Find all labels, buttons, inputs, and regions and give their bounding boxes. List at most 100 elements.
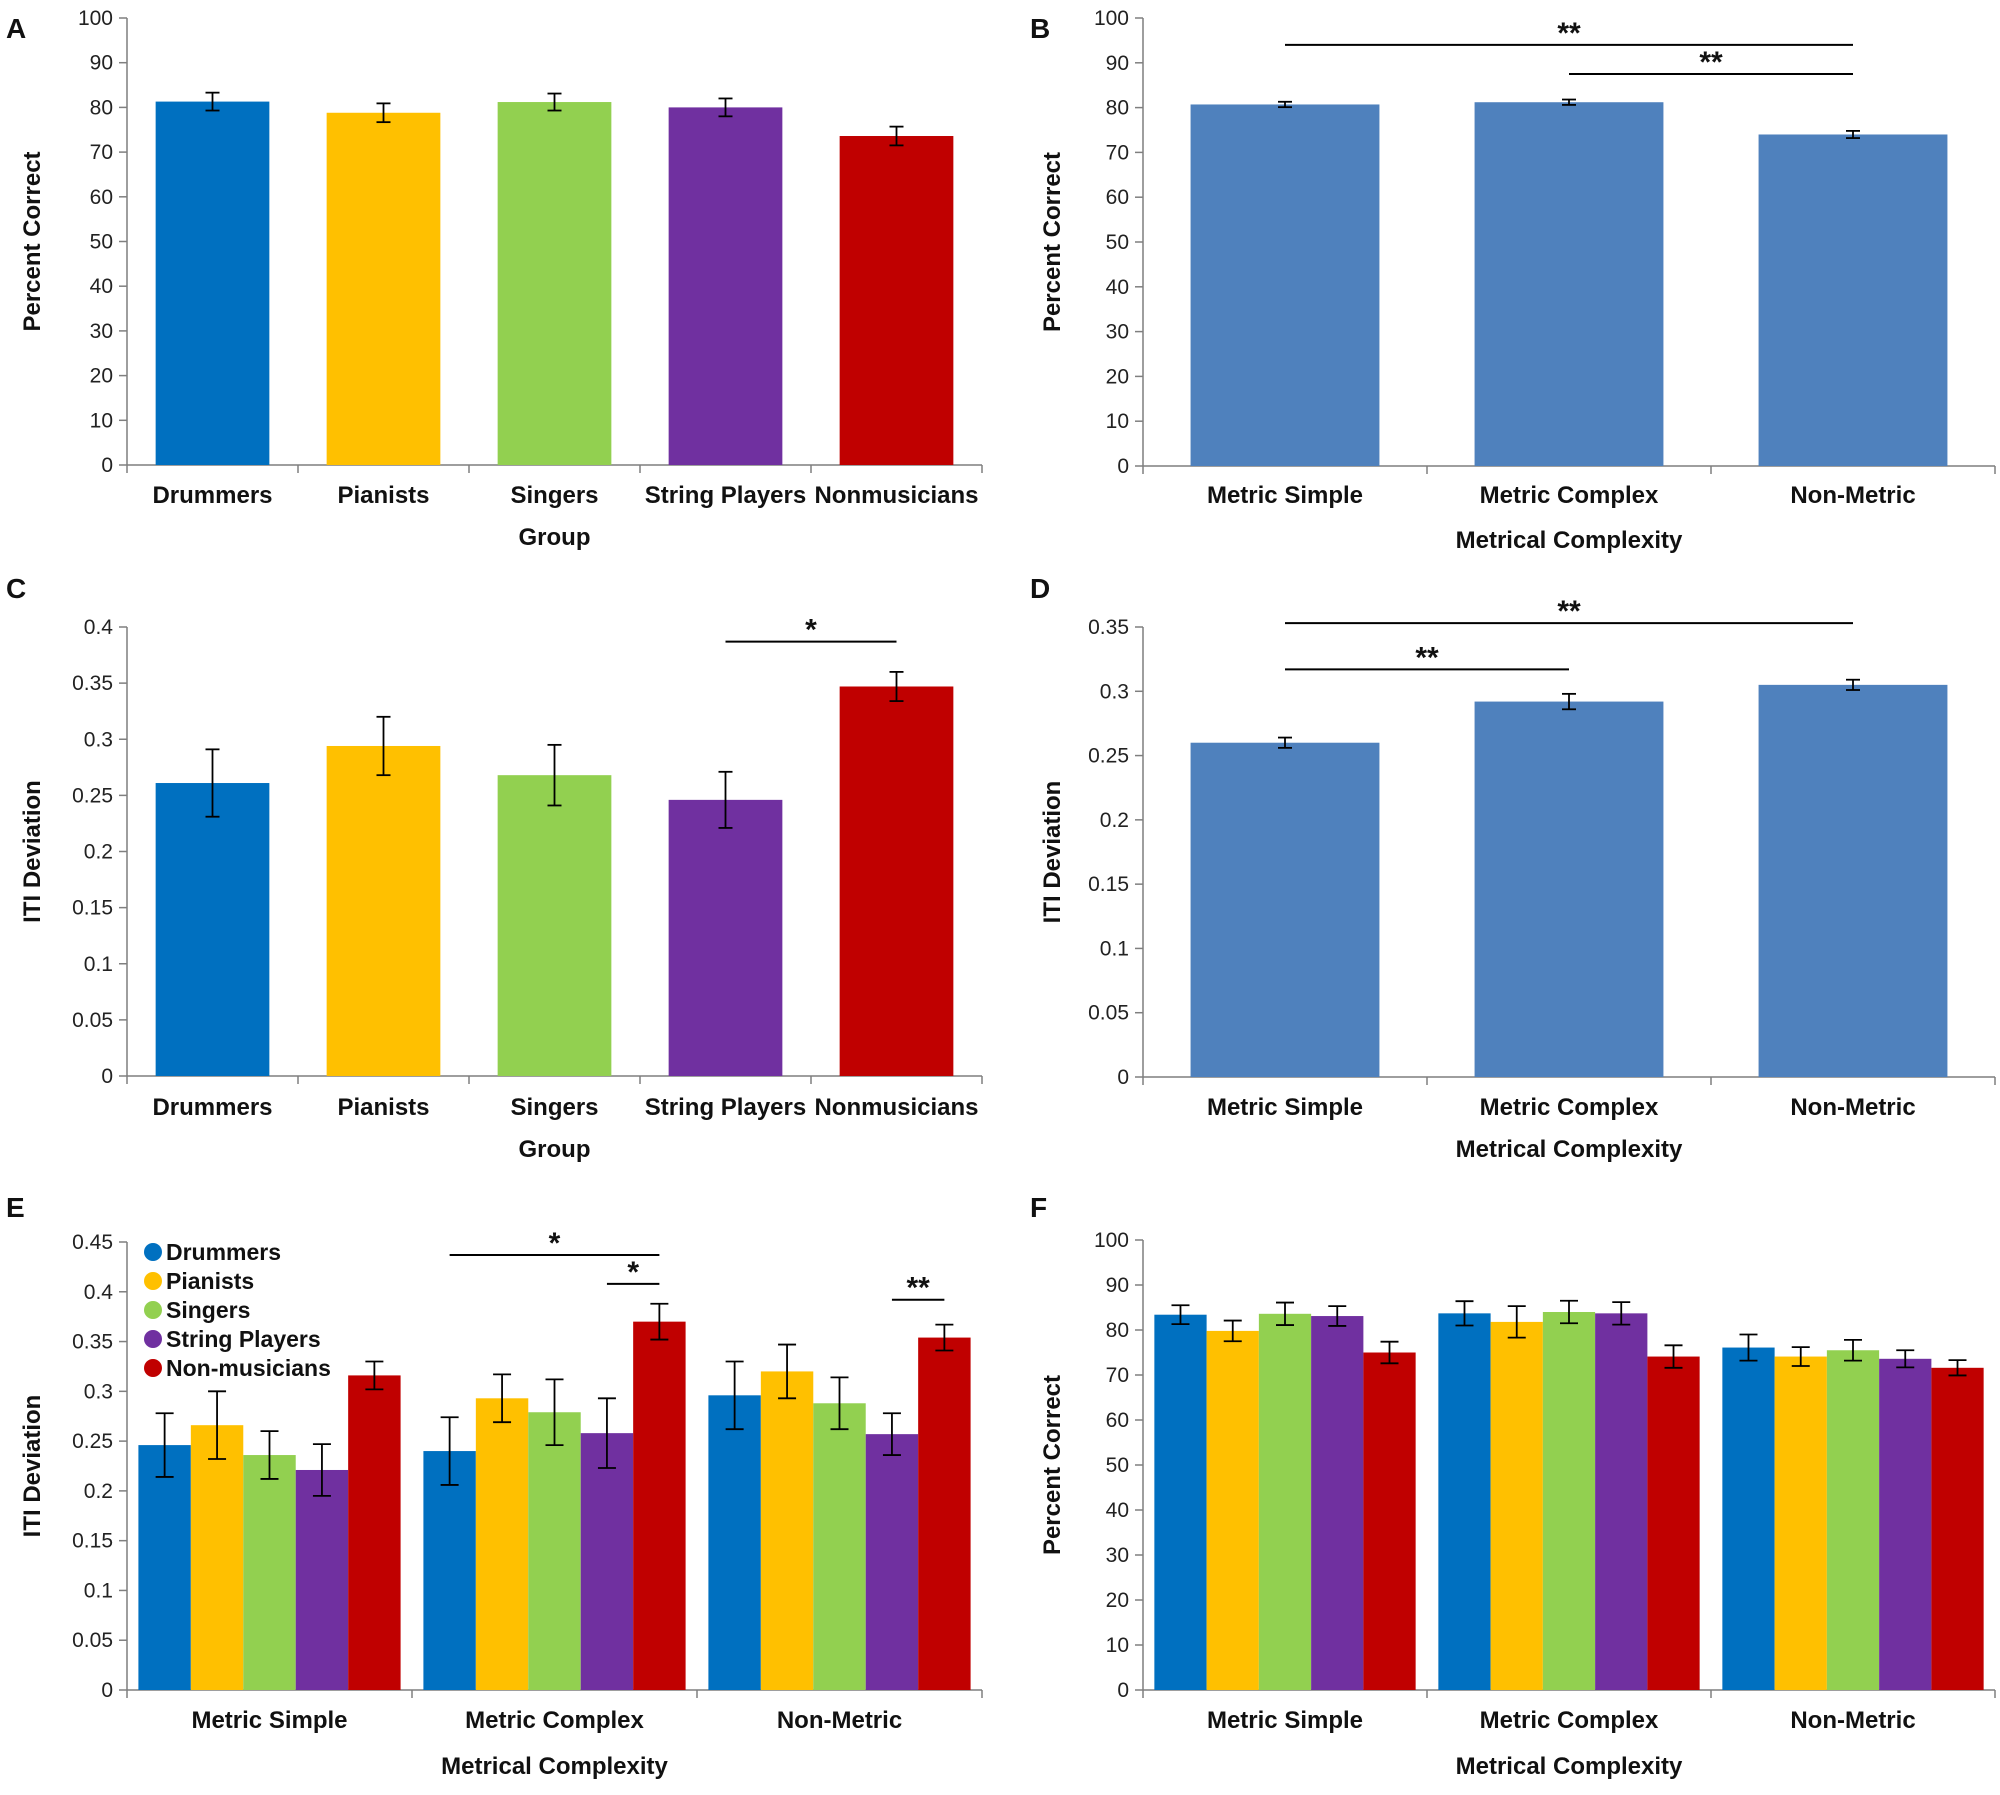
y-tick-label: 0 bbox=[1117, 455, 1129, 478]
y-tick-label: 90 bbox=[1106, 1274, 1129, 1297]
significance-marker: ** bbox=[906, 1272, 930, 1305]
y-axis-title: Percent Correct bbox=[1039, 1375, 1066, 1555]
bar-non-musicians bbox=[1647, 1356, 1700, 1690]
legend-label: Drummers bbox=[166, 1239, 281, 1265]
y-tick-label: 60 bbox=[1106, 186, 1129, 209]
bar-pianists bbox=[1774, 1356, 1827, 1690]
bar-drummers bbox=[138, 1445, 191, 1690]
y-axis-title: ITI Deviation bbox=[19, 780, 46, 923]
bar-non-metric bbox=[1758, 134, 1948, 467]
bar-metric-simple bbox=[1190, 742, 1380, 1077]
y-tick-label: 0.1 bbox=[84, 953, 113, 976]
significance-marker: ** bbox=[1699, 46, 1723, 79]
y-tick-label: 0 bbox=[101, 1679, 113, 1702]
x-category-label: String Players bbox=[645, 1094, 806, 1121]
y-tick-label: 80 bbox=[1106, 97, 1129, 120]
bar-singers bbox=[1542, 1312, 1596, 1690]
bar-metric-complex bbox=[1474, 701, 1664, 1077]
x-axis-title: Metrical Complexity bbox=[441, 1753, 668, 1780]
y-tick-label: 0.3 bbox=[1100, 680, 1129, 703]
x-category-label: Nonmusicians bbox=[814, 1094, 978, 1121]
legend-swatch bbox=[144, 1272, 162, 1290]
bar-pianists bbox=[760, 1371, 814, 1690]
y-tick-label: 90 bbox=[1106, 52, 1129, 75]
x-category-label: Non-Metric bbox=[1790, 1707, 1915, 1734]
bar-singers bbox=[813, 1403, 866, 1690]
y-tick-label: 0.05 bbox=[1088, 1002, 1129, 1025]
y-tick-label: 50 bbox=[1106, 1454, 1129, 1477]
bar-singers bbox=[497, 102, 612, 465]
y-tick-label: 60 bbox=[1106, 1409, 1129, 1432]
y-tick-label: 40 bbox=[1106, 276, 1129, 299]
y-tick-label: 30 bbox=[1106, 1544, 1129, 1567]
y-tick-label: 0.4 bbox=[84, 616, 114, 639]
x-category-label: Non-Metric bbox=[1790, 482, 1915, 509]
bar-singers bbox=[1826, 1350, 1880, 1690]
bar-pianists bbox=[475, 1398, 529, 1690]
panel-label: A bbox=[6, 13, 26, 44]
y-tick-label: 50 bbox=[90, 231, 113, 254]
panel-label: C bbox=[6, 573, 26, 604]
x-axis-title: Metrical Complexity bbox=[1456, 1753, 1683, 1780]
x-category-label: Singers bbox=[510, 482, 598, 509]
y-tick-label: 40 bbox=[90, 275, 113, 298]
y-axis-title: Percent Correct bbox=[1039, 152, 1066, 332]
bar-string-players bbox=[668, 799, 783, 1076]
panel-f: F 0 10 20 30 40 50 60 70 80 90 100 Metric Simple Metr… bbox=[1030, 1192, 1996, 1780]
y-tick-label: 30 bbox=[1106, 321, 1129, 344]
x-category-label: Nonmusicians bbox=[814, 482, 978, 509]
bar-metric-simple bbox=[1190, 104, 1380, 467]
y-tick-label: 50 bbox=[1106, 231, 1129, 254]
y-tick-label: 100 bbox=[78, 7, 113, 30]
bar-singers bbox=[243, 1455, 296, 1690]
panel-label: E bbox=[6, 1192, 25, 1223]
x-category-label: Pianists bbox=[337, 1094, 429, 1121]
bar-pianists bbox=[1490, 1321, 1543, 1690]
significance-marker: ** bbox=[1415, 641, 1439, 674]
x-category-label: String Players bbox=[645, 482, 806, 509]
bar-drummers bbox=[155, 101, 270, 466]
y-tick-label: 30 bbox=[90, 320, 113, 343]
y-tick-label: 0.45 bbox=[72, 1231, 113, 1254]
bar-string-players bbox=[1879, 1358, 1932, 1690]
panel-d: D 0 0.05 0.1 0.15 0.2 0.25 0.3 0.35 Metric Simple… bbox=[1030, 573, 1996, 1163]
y-tick-label: 10 bbox=[1106, 410, 1129, 433]
panel-label: D bbox=[1030, 573, 1050, 604]
legend-label: String Players bbox=[166, 1326, 321, 1352]
x-category-label: Metric Simple bbox=[191, 1707, 347, 1734]
y-tick-label: 100 bbox=[1094, 1229, 1129, 1252]
y-tick-label: 0.05 bbox=[72, 1009, 113, 1032]
x-axis-title: Group bbox=[519, 524, 591, 551]
y-axis-title: Percent Correct bbox=[19, 151, 46, 331]
x-category-label: Non-Metric bbox=[1790, 1094, 1915, 1121]
legend-label: Non-musicians bbox=[166, 1355, 331, 1381]
y-tick-label: 0.05 bbox=[72, 1629, 113, 1652]
y-tick-label: 40 bbox=[1106, 1499, 1129, 1522]
bar-non-musicians bbox=[1363, 1352, 1416, 1690]
y-tick-label: 0.15 bbox=[1088, 873, 1129, 896]
panel-label: F bbox=[1030, 1192, 1047, 1223]
bar-string-players bbox=[580, 1433, 634, 1690]
y-tick-label: 0.35 bbox=[1088, 616, 1129, 639]
x-category-label: Drummers bbox=[152, 482, 272, 509]
y-tick-label: 0.35 bbox=[72, 1331, 113, 1354]
panel-e: E 0 0.05 0.1 0.15 0.2 0.25 0.3 0.35 0.4 0.45 Metric… bbox=[6, 1192, 983, 1780]
y-tick-label: 0.25 bbox=[72, 1430, 113, 1453]
significance-marker: * bbox=[549, 1227, 561, 1260]
x-category-label: Metric Complex bbox=[465, 1707, 644, 1734]
legend: Drummers Pianists Singers String Players Non… bbox=[144, 1239, 331, 1381]
bar-pianists bbox=[326, 745, 441, 1076]
y-tick-label: 0.2 bbox=[84, 1480, 113, 1503]
panel-a: A 0 10 20 30 40 50 60 70 80 90 100 Drummers Pianists S… bbox=[6, 7, 983, 551]
bar-drummers bbox=[1154, 1314, 1207, 1690]
y-tick-label: 20 bbox=[90, 365, 113, 388]
y-tick-label: 0.25 bbox=[1088, 745, 1129, 768]
y-tick-label: 0.1 bbox=[1100, 937, 1129, 960]
y-tick-label: 20 bbox=[1106, 1589, 1129, 1612]
y-tick-label: 70 bbox=[1106, 141, 1129, 164]
bar-non-musicians bbox=[918, 1337, 971, 1690]
x-category-label: Metric Complex bbox=[1480, 482, 1659, 509]
significance-marker: * bbox=[805, 614, 817, 647]
significance-marker: ** bbox=[1557, 17, 1581, 50]
